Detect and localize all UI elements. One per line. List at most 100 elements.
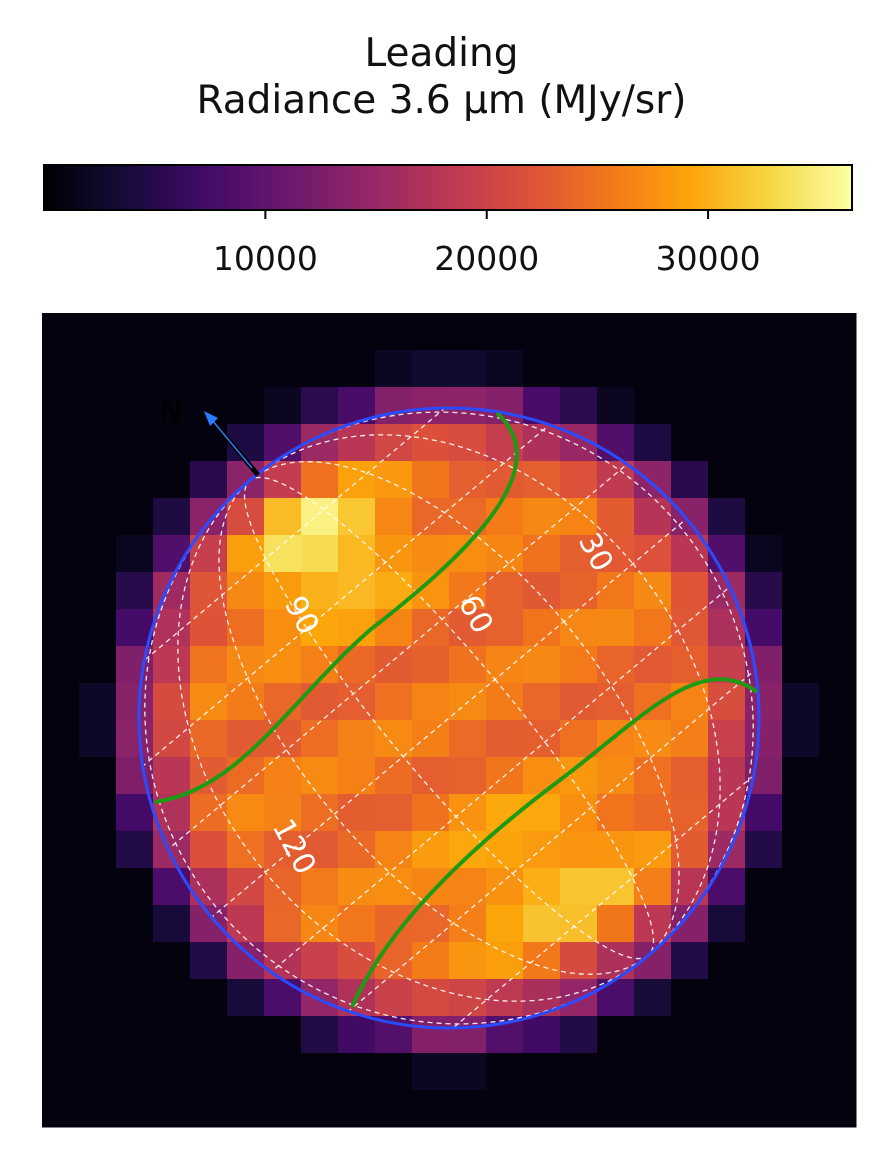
map-pixel (708, 387, 746, 425)
map-pixel (116, 683, 154, 721)
map-pixel (153, 646, 191, 684)
map-pixel (227, 757, 265, 795)
map-pixel (745, 350, 783, 388)
map-pixel (449, 609, 487, 647)
map-pixel (745, 794, 783, 832)
map-pixel (264, 757, 302, 795)
map-pixel (671, 1090, 709, 1128)
map-pixel (227, 1016, 265, 1054)
map-pixel (227, 905, 265, 943)
map-pixel (819, 683, 857, 721)
map-pixel (597, 757, 635, 795)
map-pixel (745, 1090, 783, 1128)
map-pixel (301, 535, 339, 573)
map-pixel (190, 905, 228, 943)
map-pixel (671, 609, 709, 647)
map-pixel (116, 424, 154, 462)
map-pixel (671, 1016, 709, 1054)
map-pixel (79, 461, 117, 499)
map-pixel (338, 424, 376, 462)
map-pixel (79, 313, 117, 351)
map-pixel (745, 1016, 783, 1054)
map-pixel (301, 979, 339, 1017)
map-pixel (597, 683, 635, 721)
map-pixel (634, 794, 672, 832)
map-pixel (338, 757, 376, 795)
map-pixel (745, 424, 783, 462)
map-pixel (708, 646, 746, 684)
map-pixel (708, 1053, 746, 1091)
map-pixel (79, 905, 117, 943)
map-pixel (153, 387, 191, 425)
map-pixel (227, 572, 265, 610)
map-pixel (819, 313, 857, 351)
map-pixel (190, 831, 228, 869)
map-pixel (782, 942, 820, 980)
map-pixel (116, 646, 154, 684)
map-pixel (523, 1016, 561, 1054)
map-pixel (560, 646, 598, 684)
map-pixel (449, 535, 487, 573)
map-pixel (412, 313, 450, 351)
map-pixel (634, 535, 672, 573)
map-pixel (745, 868, 783, 906)
map-pixel (79, 424, 117, 462)
map-pixel (375, 313, 413, 351)
map-pixel (708, 683, 746, 721)
map-pixel (264, 905, 302, 943)
map-pixel (79, 831, 117, 869)
map-pixel (412, 461, 450, 499)
map-pixel (745, 461, 783, 499)
map-pixel (116, 313, 154, 351)
map-pixel (819, 609, 857, 647)
map-pixel (412, 498, 450, 536)
map-pixel (338, 1016, 376, 1054)
map-pixel (42, 942, 80, 980)
map-pixel (375, 794, 413, 832)
map-pixel (264, 646, 302, 684)
map-pixel (79, 794, 117, 832)
map-pixel (671, 831, 709, 869)
map-pixel (301, 461, 339, 499)
title-line-1: Leading (364, 31, 519, 76)
title-line-2: Radiance 3.6 μm (MJy/sr) (196, 78, 687, 123)
map-pixel (42, 1016, 80, 1054)
map-pixel (338, 461, 376, 499)
map-pixel (671, 720, 709, 758)
map-pixel (42, 609, 80, 647)
map-pixel (190, 1090, 228, 1128)
map-pixel (708, 350, 746, 388)
map-pixel (486, 831, 524, 869)
map-pixel (412, 794, 450, 832)
map-pixel (560, 313, 598, 351)
map-pixel (819, 979, 857, 1017)
map-pixel (42, 720, 80, 758)
map-pixel (79, 646, 117, 684)
map-pixel (227, 461, 265, 499)
map-pixel (745, 942, 783, 980)
map-pixel (264, 1090, 302, 1128)
map-pixel (560, 572, 598, 610)
map-pixel (338, 313, 376, 351)
map-pixel (227, 683, 265, 721)
map-pixel (42, 1053, 80, 1091)
map-pixel (597, 313, 635, 351)
map-pixel (153, 757, 191, 795)
pixel-grid (42, 313, 857, 1128)
map-pixel (819, 868, 857, 906)
map-pixel (671, 387, 709, 425)
map-pixel (412, 350, 450, 388)
map-pixel (560, 498, 598, 536)
map-pixel (153, 979, 191, 1017)
map-pixel (634, 424, 672, 462)
map-pixel (782, 461, 820, 499)
map-pixel (671, 794, 709, 832)
map-pixel (227, 979, 265, 1017)
map-pixel (301, 313, 339, 351)
map-pixel (486, 683, 524, 721)
map-pixel (42, 979, 80, 1017)
map-pixel (597, 572, 635, 610)
map-pixel (264, 387, 302, 425)
map-pixel (708, 1090, 746, 1128)
